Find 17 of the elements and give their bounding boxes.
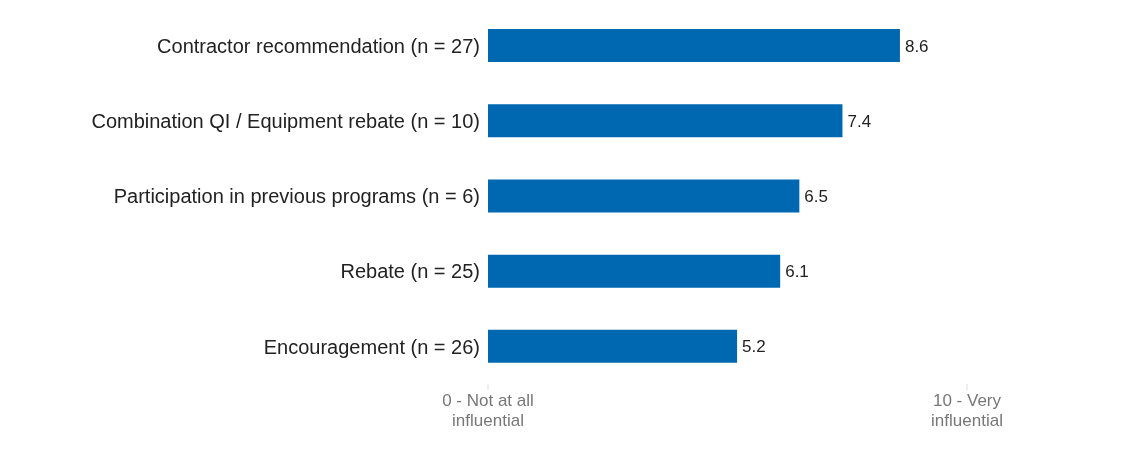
bar: [488, 254, 781, 288]
x-tick-label: 10 - Very influential: [931, 391, 1003, 430]
y-tick-label: Combination QI / Equipment rebate (n = 10): [91, 109, 480, 132]
y-tick-label: Participation in previous programs (n = 6): [113, 185, 480, 208]
data-label: 5.2: [742, 337, 766, 357]
data-label: 7.4: [847, 111, 872, 131]
data-label: 6.5: [804, 186, 828, 206]
x-tick-label: 0 - Not at all influential: [442, 391, 534, 430]
data-label: 6.1: [785, 262, 809, 282]
data-label: 8.6: [904, 36, 929, 56]
bar: [488, 329, 738, 363]
bar: [488, 179, 800, 213]
y-tick-label: Contractor recommendation (n = 27): [157, 34, 480, 57]
y-tick-label: Rebate (n = 25): [340, 260, 480, 283]
bar: [488, 29, 900, 63]
bar: [488, 104, 843, 138]
y-tick-label: Encouragement (n = 26): [263, 335, 480, 358]
